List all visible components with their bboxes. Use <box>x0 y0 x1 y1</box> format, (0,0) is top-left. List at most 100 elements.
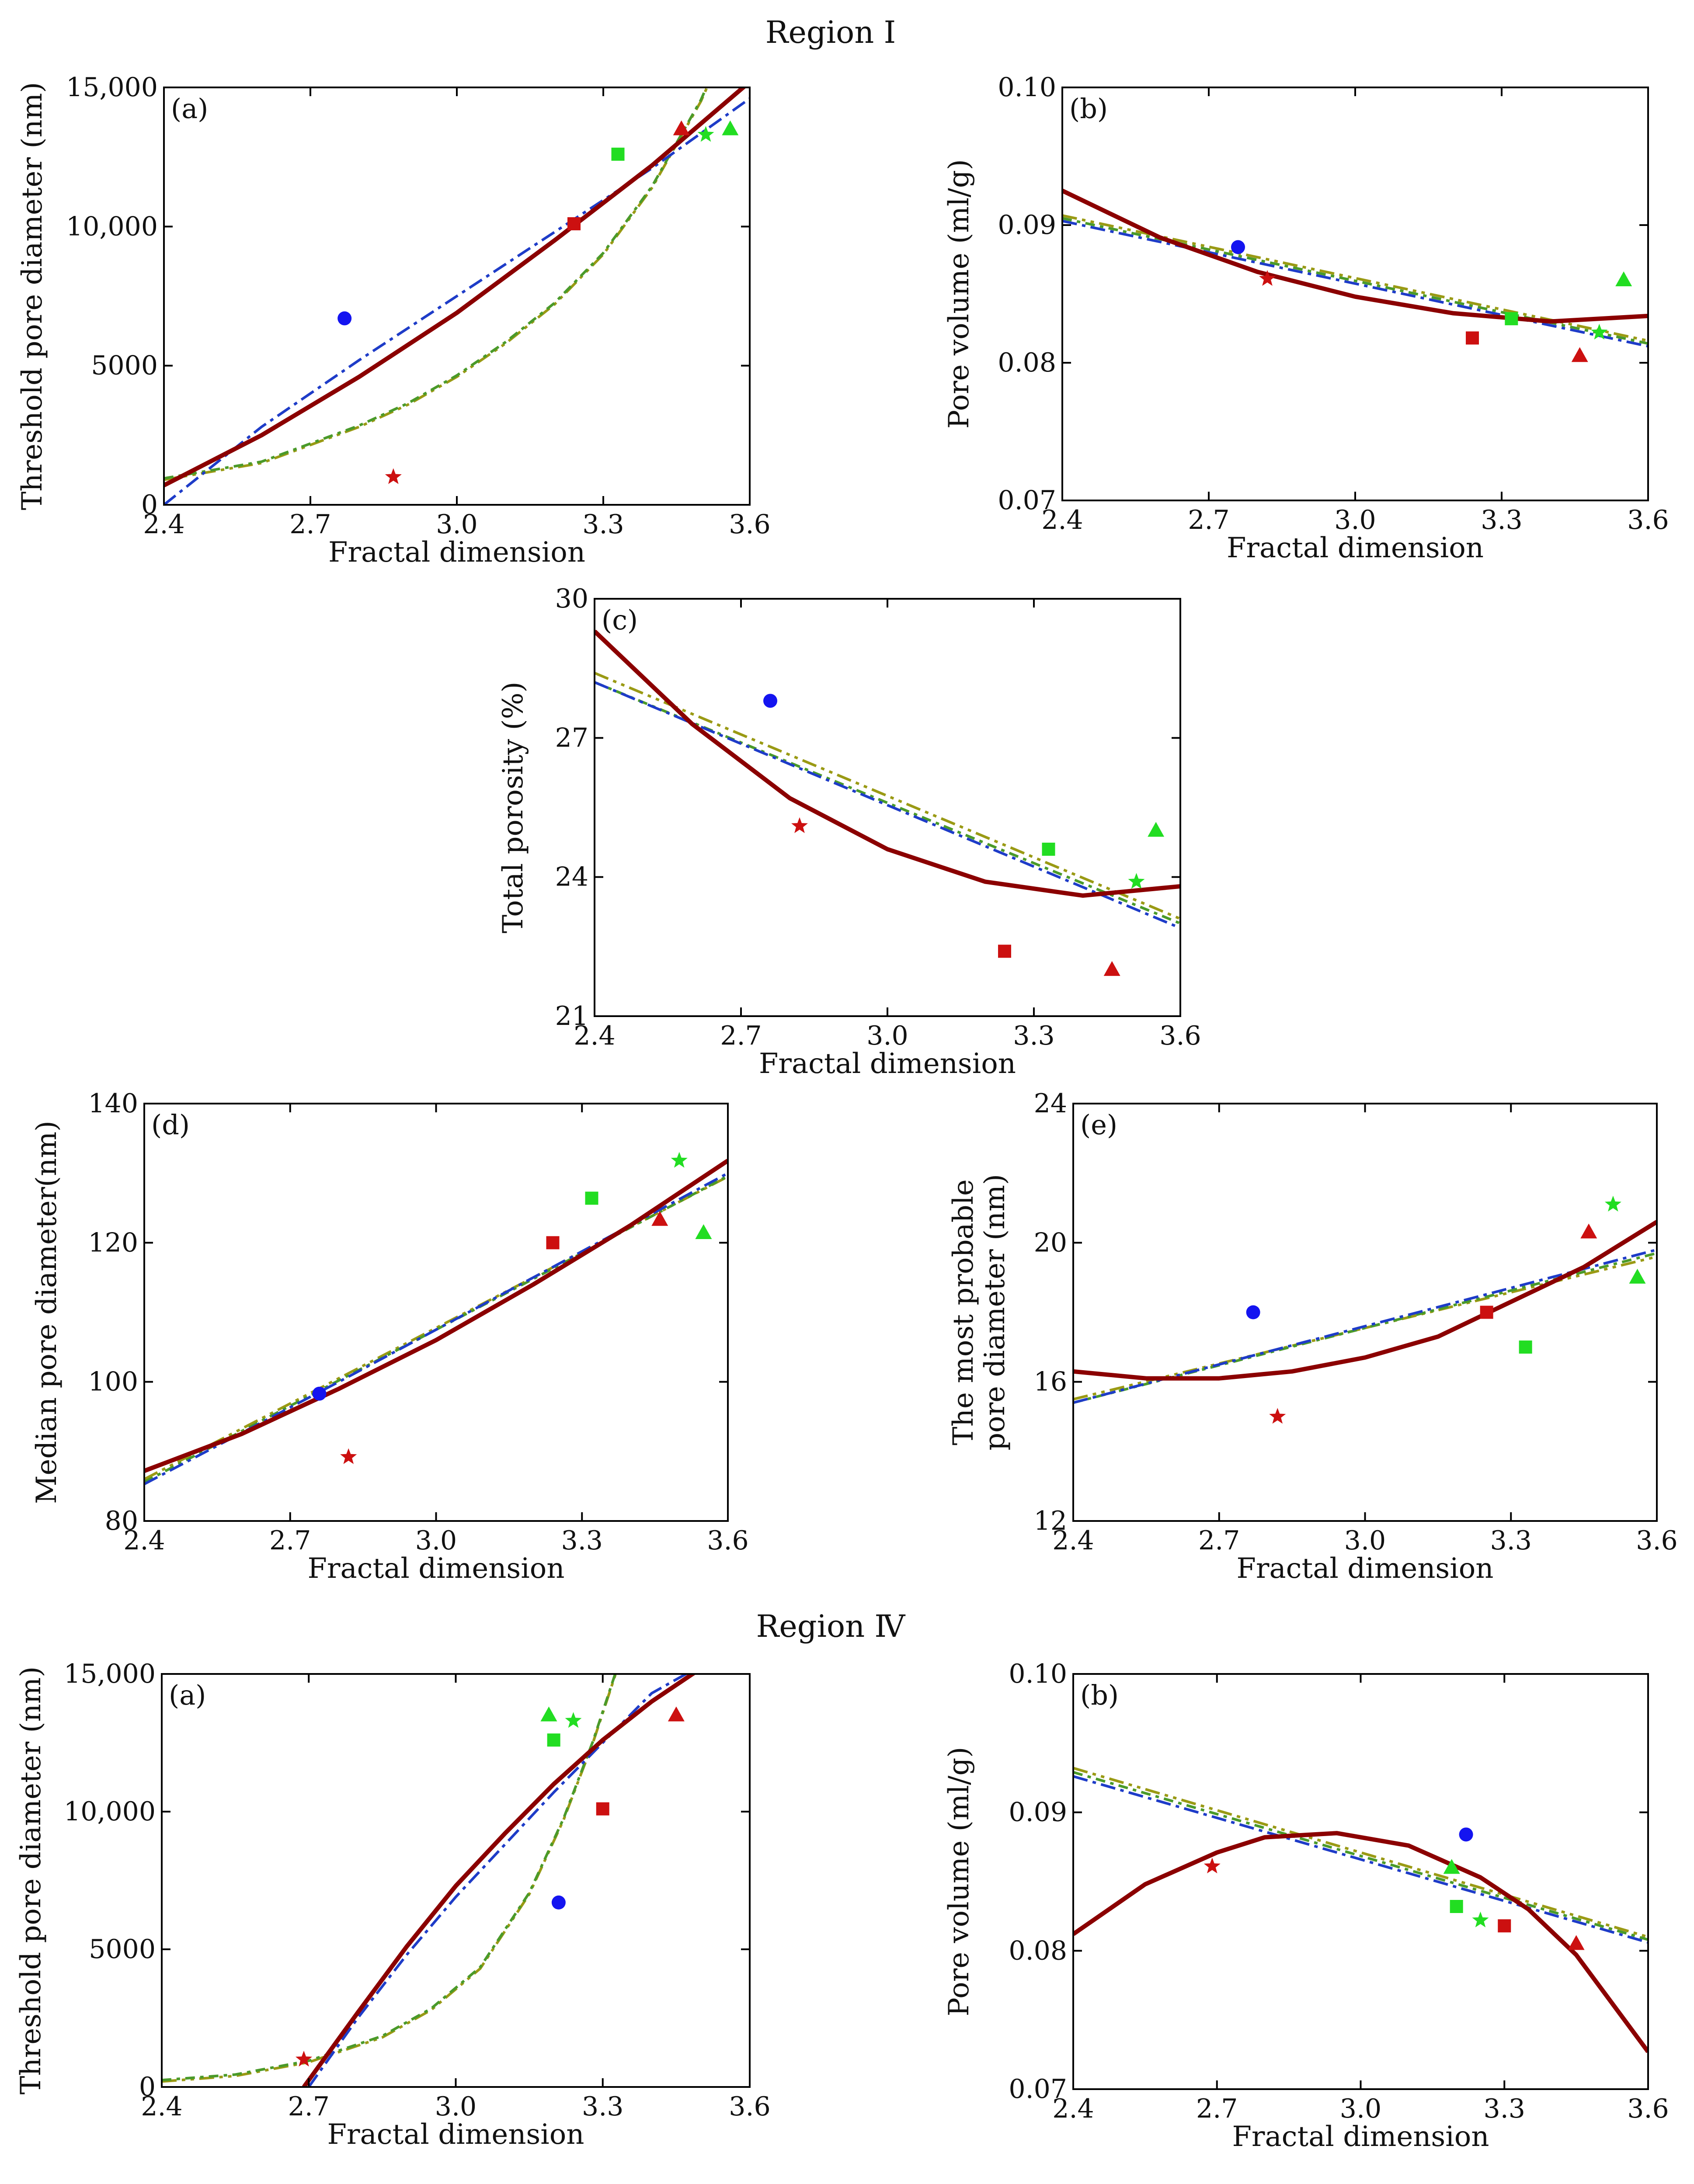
data-point-red-square <box>546 1236 560 1250</box>
data-point-green-triangle <box>1629 1268 1646 1284</box>
x-axis-label: Fractal dimension <box>759 1048 1016 1080</box>
y-axis-label: Pore volume (ml/g) <box>943 159 975 429</box>
data-point-green-triangle <box>1615 271 1632 286</box>
data-point-red-triangle <box>673 120 690 135</box>
x-tick-label: 2.4 <box>143 509 184 540</box>
y-tick-label: 0.09 <box>1009 1797 1067 1828</box>
fit-lines <box>162 1674 697 2087</box>
data-points <box>312 1152 712 1464</box>
fit-line-green <box>162 1674 617 2082</box>
y-tick-label: 0.09 <box>998 210 1056 240</box>
data-point-red-square <box>1466 331 1479 345</box>
data-point-green-square <box>1450 1900 1463 1913</box>
data-point-green-square <box>585 1191 598 1205</box>
data-point-green-triangle <box>695 1224 712 1240</box>
fit-line-blue <box>1073 1775 1648 1944</box>
fit-line-olive <box>1073 1767 1648 1938</box>
data-point-green-square <box>1505 312 1518 326</box>
data-point-green-star <box>565 1712 582 1728</box>
data-point-red-star <box>1259 270 1276 286</box>
data-point-blue-circle <box>1246 1305 1260 1319</box>
x-tick-label: 3.3 <box>582 2091 623 2122</box>
y-tick-label: 0 <box>139 2072 156 2102</box>
x-axis-label: Fractal dimension <box>1227 532 1484 564</box>
data-point-green-star <box>671 1152 688 1168</box>
data-point-red-star <box>791 817 808 833</box>
region-title-4: Region Ⅳ <box>756 1608 906 1644</box>
data-point-green-square <box>1519 1340 1532 1354</box>
y-axis-label: Total porosity (%) <box>497 682 529 934</box>
data-point-red-square <box>1498 1919 1511 1933</box>
y-tick-label: 21 <box>555 1001 588 1031</box>
y-tick-label: 80 <box>105 1506 138 1536</box>
x-tick-label: 2.4 <box>123 1525 165 1556</box>
y-tick-label: 5000 <box>89 1934 156 1965</box>
y-tick-label: 0.07 <box>998 485 1056 516</box>
fit-lines <box>164 87 750 505</box>
panel-label: (e) <box>1080 1109 1117 1141</box>
y-tick-label: 27 <box>555 722 588 753</box>
panel-label: (a) <box>171 93 208 125</box>
data-points <box>296 1706 685 2067</box>
y-tick-label: 0.07 <box>1009 2074 1067 2104</box>
x-axis-label: Fractal dimension <box>1237 1552 1494 1585</box>
chart-panel-region4-b: 2.4 2.7 3.0 3.3 3.6 0.07 0.08 0.09 0.10 Fractal d… <box>943 1659 1669 2153</box>
data-point-red-square <box>567 217 581 230</box>
chart-panel-region4-a: 2.4 2.7 3.0 3.3 3.6 0 5000 10,000 15,000 Fractal … <box>15 1659 771 2151</box>
data-point-red-triangle <box>1571 347 1588 362</box>
y-tick-label: 24 <box>1034 1088 1067 1119</box>
fit-lines <box>144 1159 728 1486</box>
data-point-blue-circle <box>312 1386 327 1401</box>
y-tick-label: 30 <box>555 583 588 614</box>
panel-label: (c) <box>602 604 638 636</box>
fit-lines <box>1073 1767 1648 2053</box>
y-tick-label: 5000 <box>91 351 158 381</box>
x-tick-label: 2.7 <box>1198 1525 1240 1556</box>
data-point-blue-circle <box>1231 240 1245 254</box>
x-tick-label: 2.7 <box>269 1525 311 1556</box>
x-tick-label: 3.6 <box>729 2091 770 2122</box>
data-point-red-square <box>1480 1306 1493 1319</box>
y-tick-label: 20 <box>1034 1227 1067 1258</box>
data-point-red-triangle <box>651 1211 668 1226</box>
y-tick-label: 0.10 <box>1009 1659 1067 1689</box>
data-point-red-square <box>998 944 1011 958</box>
x-tick-label: 2.7 <box>1188 505 1229 535</box>
x-tick-label: 2.4 <box>141 2091 182 2122</box>
chart-panel-region1-d: 2.4 2.7 3.0 3.3 3.6 80 100 120 140 Fractal dimens… <box>31 1088 749 1585</box>
x-tick-label: 3.6 <box>1627 505 1669 535</box>
data-point-blue-circle <box>551 1895 566 1910</box>
x-tick-label: 2.7 <box>288 2091 330 2122</box>
data-points <box>763 694 1165 976</box>
data-point-red-star <box>385 468 402 484</box>
panel-label: (b) <box>1069 93 1108 125</box>
data-point-red-triangle <box>1580 1223 1597 1239</box>
x-axis-label: Fractal dimension <box>1232 2121 1489 2153</box>
x-tick-label: 3.3 <box>1013 1021 1054 1051</box>
panel-label: (b) <box>1080 1679 1119 1711</box>
data-point-green-triangle <box>540 1706 557 1722</box>
fit-lines <box>595 629 1180 930</box>
fit-line-solid <box>164 87 747 487</box>
x-tick-label: 3.6 <box>1636 1525 1677 1556</box>
data-point-blue-circle <box>1459 1827 1473 1842</box>
data-point-red-triangle <box>1568 1935 1585 1950</box>
x-tick-label: 3.0 <box>1334 505 1376 535</box>
x-tick-label: 3.6 <box>707 1525 748 1556</box>
data-point-red-star <box>296 2051 313 2067</box>
data-point-green-square <box>611 147 625 161</box>
y-tick-label: 10,000 <box>64 1796 156 1827</box>
y-tick-label: 0.08 <box>998 347 1056 378</box>
x-tick-label: 3.0 <box>435 2091 477 2122</box>
x-tick-label: 3.6 <box>729 509 770 540</box>
x-tick-label: 3.6 <box>1627 2094 1669 2124</box>
x-axis-label: Fractal dimension <box>328 536 585 569</box>
y-axis-label: Median pore diameter(nm) <box>31 1121 63 1504</box>
region-title-1: Region Ⅰ <box>765 14 896 50</box>
data-points <box>1246 1195 1646 1424</box>
fit-lines <box>1062 188 1648 348</box>
x-tick-label: 3.0 <box>415 1525 457 1556</box>
x-tick-label: 2.4 <box>1041 505 1083 535</box>
data-point-green-triangle <box>1148 822 1165 837</box>
fit-lines <box>1073 1220 1657 1404</box>
